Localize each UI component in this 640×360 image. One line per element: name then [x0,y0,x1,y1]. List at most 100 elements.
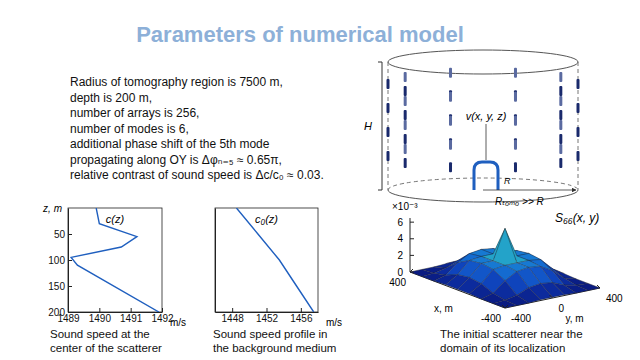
y-tick-label: 400 [606,293,623,304]
receiver-array [577,79,580,89]
receiver-array [514,140,517,150]
tick-mark [68,312,72,313]
x-tick-mark [505,305,508,308]
caption: domain of its localization [440,342,565,354]
z-axis-line [410,218,411,272]
y-tick-mark [502,305,505,308]
z-tick-mark [410,238,414,239]
receiver-array [404,144,407,154]
y-axis-title: z, m [42,203,62,214]
receiver-array [404,110,407,120]
surface-cell [493,228,517,265]
z-axis-title: ×10⁻³ [392,201,418,212]
tick-label: 150 [48,281,65,292]
receiver-array [404,120,407,130]
receiver-array [559,110,562,120]
caption: Sound speed profile in [213,328,327,340]
y-tick-mark [597,285,600,288]
tick-mark [68,234,72,235]
tick-label: 1452 [256,313,279,324]
tick-mark [301,308,302,312]
body-text: additional phase shift of the 5th mode [70,137,270,151]
chart: 1448 1452 1456 c₀(z) m/s [215,208,342,328]
receiver-array [559,158,562,168]
z-tick-label: 2 [397,250,403,261]
body-text: Radius of tomography region is 7500 m, [70,75,283,89]
z-tick-label: 6 [397,217,403,228]
scatterer-leader [486,124,487,160]
chart: 148914901491149250100150200c(z)m/sz, m [42,203,186,328]
tick: 1491 [120,308,143,324]
plot-area [410,228,600,308]
body-text: propagating along OY is Δφₙ₌₅ ≈ 0.65π, [70,153,282,167]
receiver-array [577,127,580,137]
tick: 1448 [222,308,245,324]
receiver-array [387,79,390,89]
radius-label: Rₜₒₘₒ >> R [495,196,544,207]
receiver-array [559,72,562,82]
receiver-array [577,103,580,113]
tick-label: 1456 [290,313,313,324]
tick: 200 [48,307,72,318]
tick-mark [99,308,100,312]
x-axis-title: m/s [326,317,342,328]
chart: 0246-400400-4000400x, my, m×10⁻³S₆₆(x, y… [389,201,623,324]
tick-mark [267,308,268,312]
body-text: depth is 200 m, [70,91,152,105]
scatterer [474,162,498,190]
x-axis-title: m/s [170,317,186,328]
profile-line [236,208,313,312]
scatterer-label: v(x, y, z) [466,110,507,122]
z-tick-mark [410,255,414,256]
plot-frame [215,208,318,312]
cylinder-top [388,50,578,74]
diagram: Hv(x, y, z)RRₜₒₘₒ >> R [364,50,579,207]
receiver-array [514,92,517,102]
y-axis: 50 100 150 200 [48,209,72,318]
tick-mark [162,308,163,312]
tick: 150 [48,281,72,292]
x-axis: 1448 1452 1456 [216,308,319,324]
chart-title: S₆₆(x, y) [555,211,599,225]
y-axis-title: y, m [565,313,583,324]
plot-frame [68,208,162,312]
caption: center of the scatterer [50,342,162,354]
tick: 100 [48,255,72,266]
receiver-array [577,151,580,161]
z-tick-label: 4 [397,233,403,244]
x-tick-mark [410,269,413,272]
tick: 1452 [256,308,279,324]
y-tick-label: 0 [559,303,565,314]
tick-label: 100 [48,255,65,266]
radius-arrow [483,190,576,191]
receiver-array [559,144,562,154]
tick: 1490 [89,308,112,324]
slide-title: Parameters of numerical model [136,22,464,47]
z-tick-mark [410,222,414,223]
tick-label: 1491 [120,313,143,324]
z-tick-label: 0 [397,267,403,278]
scatterer-radius-label: R [504,176,511,186]
tick-label: 1448 [222,313,245,324]
receiver-array [449,68,452,78]
tick: 50 [54,229,72,240]
receiver-array [387,151,390,161]
y-tick-mark [550,295,553,298]
x-axis-title: x, m [434,303,453,314]
caption: Sound speed at the [50,328,150,340]
x-tick-label: 400 [389,277,406,288]
receiver-array [404,134,407,144]
depth-bracket [378,62,382,190]
receiver-array [449,116,452,126]
x-tick-label: -400 [481,313,501,324]
receiver-array [449,140,452,150]
tick: 1456 [290,308,313,324]
receiver-array [387,127,390,137]
x-axis-line [69,312,163,313]
tick-mark [131,308,132,312]
receiver-array [559,86,562,96]
chart-title: c₀(z) [255,213,278,225]
receiver-array [449,162,452,172]
receiver-array [514,162,517,172]
receiver-array [559,96,562,106]
